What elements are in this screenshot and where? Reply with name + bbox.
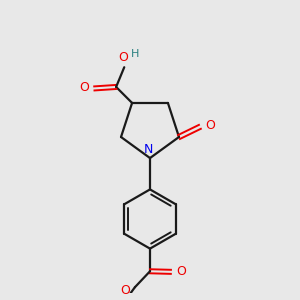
- Text: O: O: [176, 265, 186, 278]
- Text: H: H: [130, 49, 139, 59]
- Text: O: O: [121, 284, 130, 297]
- Text: O: O: [118, 51, 128, 64]
- Text: O: O: [205, 119, 215, 132]
- Text: O: O: [79, 81, 89, 94]
- Text: N: N: [144, 143, 153, 156]
